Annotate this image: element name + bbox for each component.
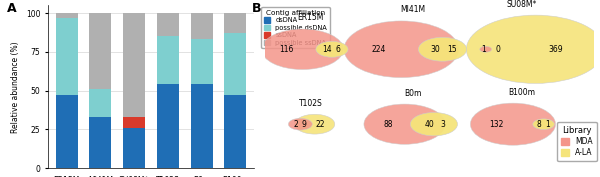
Text: B: B: [251, 2, 261, 15]
Circle shape: [418, 37, 467, 61]
Bar: [123, 117, 145, 128]
Text: 132: 132: [489, 120, 503, 129]
Text: 40: 40: [424, 120, 434, 129]
Text: 0: 0: [495, 45, 500, 54]
Circle shape: [470, 103, 556, 145]
Bar: [89, 13, 111, 89]
Bar: [191, 84, 212, 168]
Circle shape: [480, 46, 491, 52]
Text: 2: 2: [293, 120, 298, 129]
Text: 30: 30: [431, 45, 440, 54]
Text: 22: 22: [316, 120, 325, 129]
Text: 6: 6: [335, 45, 341, 54]
Bar: [56, 18, 77, 95]
Bar: [224, 13, 246, 33]
Legend: dsDNA, possible dsDNA, ssDNA, possible ssDNA: dsDNA, possible dsDNA, ssDNA, possible s…: [262, 7, 330, 48]
Text: 1: 1: [545, 120, 550, 129]
Bar: [224, 33, 246, 95]
Bar: [89, 117, 111, 168]
Y-axis label: Relative abundance (%): Relative abundance (%): [11, 41, 20, 133]
Text: 3: 3: [440, 120, 445, 129]
Text: B0m: B0m: [404, 88, 422, 98]
Bar: [191, 39, 212, 84]
Text: B100m: B100m: [508, 88, 535, 97]
Bar: [56, 13, 77, 18]
Circle shape: [410, 113, 457, 136]
Text: A: A: [7, 2, 16, 15]
Bar: [123, 128, 145, 168]
Bar: [157, 84, 179, 168]
Bar: [157, 36, 179, 84]
Text: 224: 224: [371, 45, 386, 54]
Circle shape: [466, 15, 600, 83]
Bar: [191, 13, 212, 39]
Text: ER15M: ER15M: [298, 13, 324, 22]
Circle shape: [316, 41, 348, 57]
Text: SU08M*: SU08M*: [506, 0, 537, 9]
Text: 15: 15: [447, 45, 457, 54]
Circle shape: [533, 119, 554, 130]
Bar: [123, 13, 145, 117]
Bar: [56, 95, 77, 168]
Text: T102S: T102S: [299, 99, 323, 108]
Circle shape: [344, 21, 458, 78]
Text: 116: 116: [279, 45, 293, 54]
Bar: [224, 95, 246, 168]
Text: 88: 88: [383, 120, 393, 129]
Text: MI41M: MI41M: [400, 5, 425, 15]
Text: 9: 9: [301, 120, 306, 129]
Text: 369: 369: [549, 45, 563, 54]
Legend: MDA, A-LA: MDA, A-LA: [557, 122, 597, 161]
Text: 8: 8: [536, 120, 541, 129]
Circle shape: [289, 118, 312, 130]
Text: 14: 14: [322, 45, 332, 54]
Text: 1: 1: [481, 45, 486, 54]
Circle shape: [262, 29, 343, 70]
Bar: [89, 89, 111, 117]
Circle shape: [295, 114, 335, 134]
Circle shape: [364, 104, 445, 144]
Bar: [157, 13, 179, 36]
